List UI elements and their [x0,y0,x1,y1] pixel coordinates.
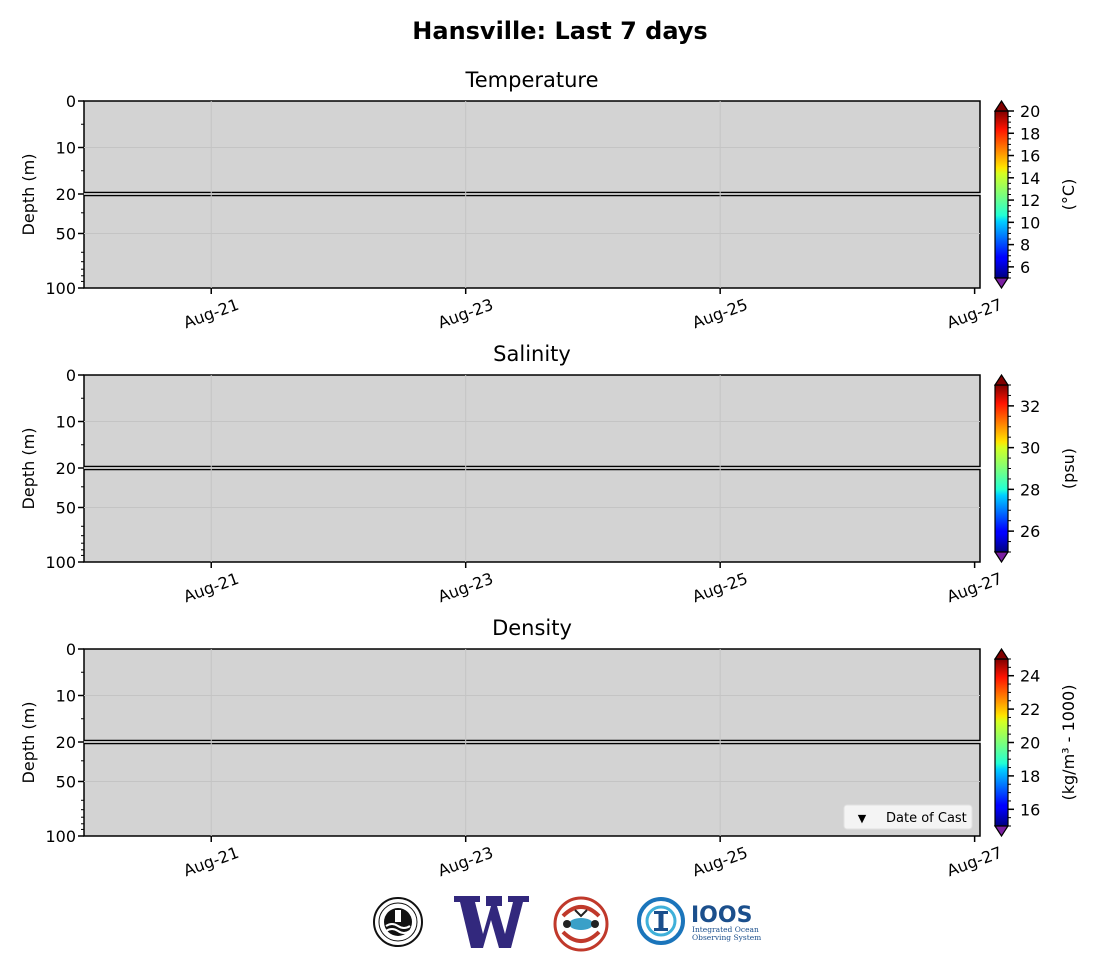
panel-temperature: Temperature Aug-21 Aug-23 Aug-25 Aug-27 0 10 20… [19,68,1078,332]
colorbar-tick-label: 10 [1020,213,1040,232]
lower-axes [83,194,981,289]
panels: Temperature Aug-21 Aug-23 Aug-25 Aug-27 0 10 20… [19,68,1078,880]
y-tick-label: 10 [56,139,76,158]
colorbar-label: (°C) [1059,179,1078,211]
colorbar [994,110,1009,279]
legend-label: Date of Cast [886,811,967,826]
y-axis-label: Depth (m) [19,154,38,236]
colorbar [994,658,1009,827]
x-tick-label: Aug-27 [944,295,1004,332]
figure-title: Hansville: Last 7 days [412,17,707,45]
lower-axes [83,468,981,563]
lower-axes [83,742,981,837]
colorbar-tick-label: 32 [1020,397,1040,416]
colorbar-tick-label: 8 [1020,236,1030,255]
y-tick-label: 10 [56,413,76,432]
colorbar-tick-label: 26 [1020,522,1040,541]
colorbar-extend-top [993,99,1010,112]
colorbar-tick-label: 20 [1020,734,1040,753]
ioos-logo-subtext-1: Integrated Ocean [692,925,759,934]
y-axis-label: Depth (m) [19,702,38,784]
colorbar-tick-label: 22 [1020,700,1040,719]
colorbar-tick-label: 20 [1020,102,1040,121]
y-tick-label: 100 [45,827,76,846]
y-tick-label: 100 [45,279,76,298]
x-tick-label: Aug-27 [944,843,1004,880]
colorbar-tick-label: 16 [1020,147,1040,166]
x-tick-label: Aug-21 [181,843,241,880]
colorbar-tick-label: 14 [1020,169,1040,188]
upper-axes [83,100,981,194]
x-tick-label: Aug-21 [181,569,241,606]
colorbar-label: (kg/m³ - 1000) [1059,685,1078,801]
y-tick-label: 50 [56,772,76,791]
x-tick-label: Aug-23 [435,295,495,332]
colorbar-extend-bottom [993,825,1010,838]
y-tick-label: 100 [45,553,76,572]
y-tick-label: 0 [66,92,76,111]
colorbar-extend-bottom [993,551,1010,564]
colorbar-tick-label: 30 [1020,439,1040,458]
y-tick-label: 0 [66,640,76,659]
colorbar-tick-label: 18 [1020,767,1040,786]
x-tick-label: Aug-27 [944,569,1004,606]
y-tick-label: 0 [66,366,76,385]
ioos-logo: IOOS Integrated Ocean Observing System [637,897,761,945]
uw-w-logo [454,896,529,948]
colorbar-extend-top [993,373,1010,386]
panel-salinity: Salinity Aug-21 Aug-23 Aug-25 Aug-27 0 10 20 50 1… [19,342,1078,606]
panel-density: Density Aug-21 Aug-23 Aug-25 Aug-27 0 10 20 50 10… [19,616,1078,880]
colorbar-tick-label: 28 [1020,480,1040,499]
y-tick-label: 20 [56,733,76,752]
x-tick-label: Aug-23 [435,843,495,880]
legend-marker: ▼ [858,812,867,825]
nanoos-logo [553,896,609,952]
ioos-logo-subtext-2: Observing System [692,933,761,942]
uw-apl-seal-logo [373,897,423,947]
legend-box [843,804,973,830]
upper-axes [83,648,981,742]
y-tick-label: 20 [56,185,76,204]
colorbar-tick-label: 12 [1020,191,1040,210]
y-tick-label: 50 [56,224,76,243]
colorbar-label: (psu) [1059,448,1078,489]
x-tick-label: Aug-25 [690,295,750,332]
upper-axes [83,374,981,468]
colorbar-extend-bottom [993,277,1010,290]
panel-title: Salinity [493,342,571,366]
colorbar-extend-top [993,647,1010,660]
panel-title: Temperature [464,68,598,92]
legend: ▼ Date of Cast [843,804,973,830]
colorbar-tick-label: 6 [1020,258,1030,277]
colorbar-tick-label: 18 [1020,124,1040,143]
y-tick-label: 10 [56,687,76,706]
ioos-logo-text: IOOS [691,903,752,928]
y-tick-label: 20 [56,459,76,478]
panel-title: Density [492,616,572,640]
colorbar-tick-label: 24 [1020,667,1040,686]
colorbar [994,384,1009,553]
y-axis-label: Depth (m) [19,428,38,510]
x-tick-label: Aug-25 [690,569,750,606]
logo-row: IOOS Integrated Ocean Observing System [373,896,761,952]
y-tick-label: 50 [56,498,76,517]
x-tick-label: Aug-23 [435,569,495,606]
x-tick-label: Aug-21 [181,295,241,332]
colorbar-tick-label: 16 [1020,800,1040,819]
x-tick-label: Aug-25 [690,843,750,880]
